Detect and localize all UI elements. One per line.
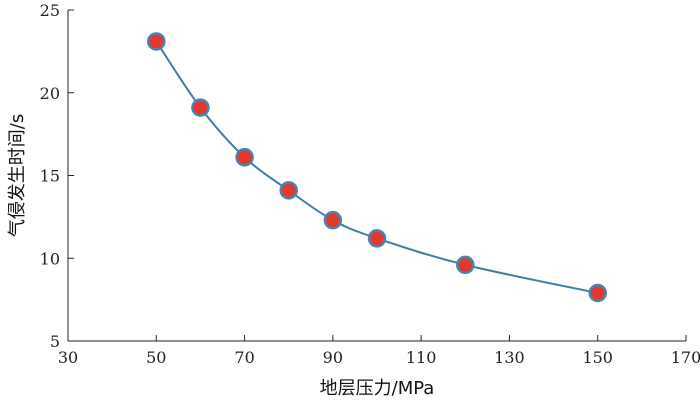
x-tick-label: 110 bbox=[406, 348, 437, 367]
x-axis-title: 地层压力/MPa bbox=[320, 378, 435, 399]
x-tick-label: 50 bbox=[146, 348, 166, 367]
y-tick-label: 10 bbox=[40, 249, 60, 268]
x-tick-label: 170 bbox=[671, 348, 700, 367]
data-point bbox=[235, 148, 254, 167]
x-tick-label: 30 bbox=[58, 348, 78, 367]
data-point bbox=[191, 98, 210, 117]
y-tick-label: 25 bbox=[40, 1, 60, 20]
x-tick-label: 150 bbox=[582, 348, 613, 367]
data-point bbox=[147, 32, 166, 51]
x-tick-label: 130 bbox=[494, 348, 525, 367]
x-tick-label: 70 bbox=[234, 348, 254, 367]
x-ticks: 30 50 70 90 110 130 150 170 bbox=[58, 335, 700, 367]
y-axis-title: 气侵发生时间/s bbox=[7, 114, 28, 237]
y-tick-label: 20 bbox=[40, 84, 60, 103]
y-tick-label: 15 bbox=[40, 167, 60, 186]
series-line bbox=[155, 40, 598, 294]
data-point bbox=[279, 181, 298, 200]
data-point bbox=[588, 283, 607, 303]
x-tick-label: 90 bbox=[323, 348, 343, 367]
data-points bbox=[147, 32, 607, 303]
data-point bbox=[456, 255, 475, 275]
y-tick-label: 5 bbox=[50, 332, 60, 351]
data-point bbox=[367, 229, 387, 248]
data-point bbox=[323, 210, 343, 230]
y-ticks: 5 10 15 20 25 bbox=[40, 1, 74, 351]
